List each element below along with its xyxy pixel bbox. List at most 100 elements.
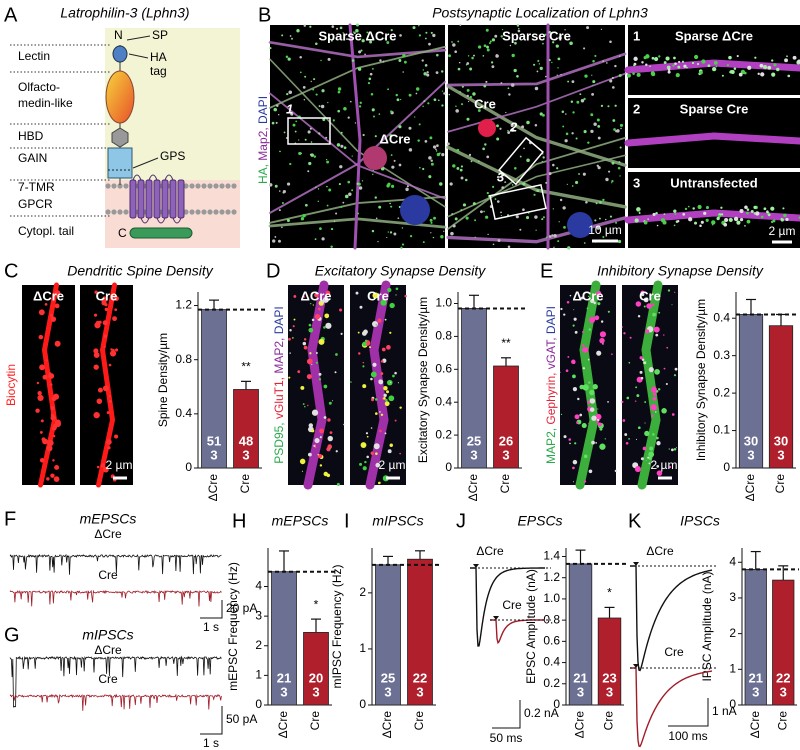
inset-number: 1 (633, 28, 640, 43)
puncta (313, 78, 316, 81)
puncta (349, 100, 352, 103)
puncta (541, 160, 543, 163)
puncta (457, 40, 460, 43)
puncta (665, 382, 668, 386)
puncta (369, 40, 373, 44)
puncta (608, 170, 611, 173)
puncta (314, 313, 321, 320)
puncta (436, 53, 439, 57)
puncta (343, 106, 347, 111)
puncta (491, 65, 495, 69)
puncta (374, 135, 377, 138)
puncta (386, 390, 390, 394)
lipid (111, 183, 117, 189)
puncta (753, 205, 757, 209)
puncta (351, 189, 354, 192)
puncta (492, 243, 495, 246)
puncta (379, 429, 382, 433)
stain: PSD95, (272, 422, 286, 463)
puncta (486, 191, 489, 195)
puncta (754, 56, 757, 59)
puncta (583, 480, 587, 483)
stim-marker (473, 564, 479, 568)
puncta (389, 302, 395, 309)
y-tick-label: 0 (185, 460, 192, 474)
puncta (655, 211, 658, 215)
puncta (473, 54, 475, 57)
puncta (757, 72, 760, 76)
puncta (668, 448, 670, 450)
dendrite (447, 154, 626, 218)
puncta (432, 145, 437, 149)
puncta (386, 344, 391, 350)
puncta (371, 398, 375, 402)
lipid (225, 183, 231, 189)
puncta (286, 219, 290, 223)
bar (375, 564, 401, 706)
puncta (408, 148, 413, 152)
puncta (681, 60, 685, 63)
stain: MAP2, (272, 338, 286, 374)
puncta (504, 181, 507, 184)
puncta (620, 127, 622, 130)
puncta (786, 55, 788, 58)
puncta (358, 186, 363, 190)
puncta (746, 208, 750, 211)
puncta (760, 215, 764, 219)
puncta (500, 82, 503, 84)
puncta (386, 236, 388, 239)
puncta (372, 292, 379, 299)
puncta (711, 220, 716, 225)
gain-domain (107, 147, 133, 179)
scale-bar-label: 2 µm (379, 458, 406, 472)
puncta (429, 136, 433, 140)
puncta (580, 99, 585, 103)
scale-bar-label: 100 ms (668, 729, 707, 743)
puncta (311, 429, 315, 433)
puncta (318, 454, 323, 459)
scale-bar (200, 600, 223, 619)
stain: vGAT, (544, 337, 558, 369)
puncta (607, 400, 609, 403)
puncta (623, 332, 626, 335)
puncta (350, 381, 352, 383)
puncta (607, 105, 610, 108)
puncta (580, 296, 584, 300)
puncta (558, 36, 562, 40)
puncta (487, 233, 489, 236)
y-tick-label: 0.8 (435, 329, 452, 343)
puncta (38, 334, 44, 340)
puncta (359, 101, 362, 104)
puncta (347, 180, 351, 184)
puncta (602, 343, 604, 345)
puncta (495, 54, 499, 58)
puncta (328, 38, 331, 41)
stain: HA, (256, 164, 270, 184)
puncta (426, 71, 429, 74)
puncta (672, 64, 675, 67)
puncta (314, 444, 317, 446)
puncta (628, 438, 630, 440)
puncta (797, 59, 800, 64)
puncta (384, 401, 390, 407)
puncta (343, 423, 345, 426)
n-label: 21 (277, 670, 291, 685)
puncta (753, 212, 756, 215)
y-tick-label: 0.2 (435, 427, 452, 441)
puncta (274, 184, 278, 188)
puncta (293, 295, 297, 298)
puncta (655, 411, 657, 413)
puncta (357, 331, 360, 334)
puncta (108, 400, 112, 403)
tm-helix (145, 179, 153, 219)
puncta (418, 123, 421, 126)
puncta (322, 117, 326, 122)
puncta (432, 33, 436, 38)
puncta (633, 56, 638, 62)
panel-letter: D (266, 260, 280, 282)
puncta (565, 369, 569, 373)
puncta (507, 131, 511, 134)
puncta (612, 119, 616, 122)
n-label: 3 (577, 684, 584, 699)
puncta (534, 123, 538, 127)
